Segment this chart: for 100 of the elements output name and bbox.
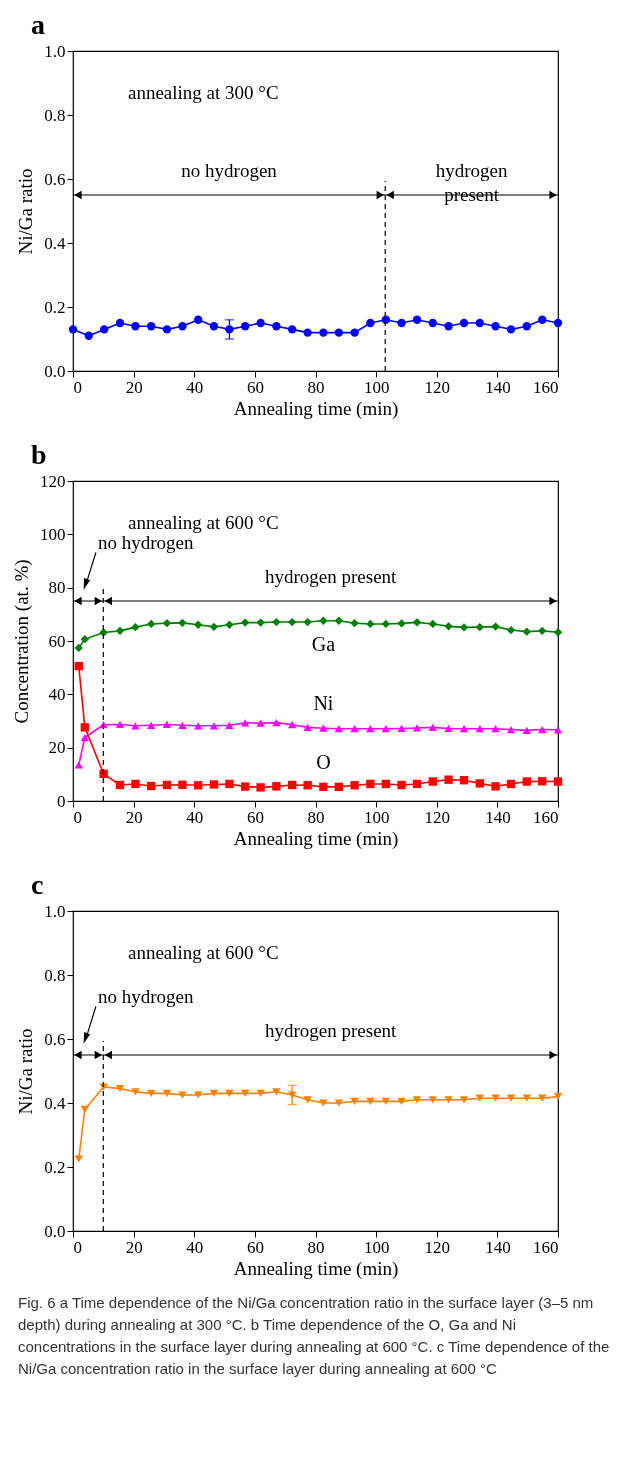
point: [131, 622, 140, 632]
point: [178, 721, 187, 729]
point: [240, 618, 250, 627]
point: [256, 783, 265, 792]
point: [412, 1096, 422, 1104]
point: [538, 1094, 547, 1102]
point: [522, 726, 531, 734]
caption: Fig. 6 a Time dependence of the Ni/Ga concentration ratio in the surface layer (3–5 nm depth) during annealing at 300 °C. b Time dependence of the O, Ga and Ni concentrations in the surface layer during annealing at 600 °C. c Time dependence of the Ni/Ga concentration ratio in the surface layer during annealing at 600 °C: [17, 1293, 611, 1379]
point: [538, 725, 547, 734]
point: [272, 1088, 281, 1096]
point: [115, 720, 125, 729]
x-axis-title: Annealing time (min): [233, 827, 399, 850]
point: [412, 724, 422, 732]
point: [240, 1089, 250, 1098]
point: [131, 722, 140, 730]
point: [74, 761, 83, 769]
point: [334, 1099, 344, 1107]
y-axis-title: Ni/Ga ratio: [15, 168, 37, 255]
point: [272, 322, 281, 331]
point: [475, 725, 484, 733]
point: [178, 780, 187, 789]
x-tick-label: 0: [73, 377, 82, 397]
point: [115, 626, 125, 636]
point: [147, 619, 156, 629]
point: [68, 325, 78, 334]
point: [366, 725, 375, 733]
point: [366, 1097, 375, 1106]
point: [80, 733, 89, 742]
point: [80, 723, 90, 732]
point: [428, 723, 437, 732]
point: [319, 328, 328, 337]
x-tick-label: 20: [125, 807, 143, 827]
point: [303, 723, 312, 732]
point: [538, 626, 547, 636]
y-tick-label: 0.4: [44, 233, 66, 253]
point: [194, 1091, 203, 1099]
y-tick-label: 0: [57, 791, 66, 811]
annotation: hydrogen present: [264, 566, 398, 587]
series-label: Ni: [313, 692, 334, 715]
point: [162, 720, 172, 729]
point: [147, 322, 156, 331]
point: [522, 777, 531, 786]
point: [194, 781, 203, 790]
point: [459, 623, 469, 632]
y-tick-label: 1.0: [44, 901, 66, 921]
point: [74, 661, 83, 671]
point: [272, 617, 281, 627]
y-tick-label: 80: [48, 578, 66, 598]
point: [178, 1091, 187, 1099]
x-tick-label: 140: [485, 1237, 511, 1257]
chart-title: b: [31, 439, 47, 470]
point: [381, 315, 391, 324]
point: [209, 780, 219, 789]
point: [428, 1096, 437, 1104]
y-tick-label: 100: [40, 524, 66, 544]
point: [366, 779, 375, 789]
point: [319, 782, 328, 792]
y-tick-label: 60: [48, 631, 66, 651]
point: [506, 625, 516, 635]
x-tick-label: 160: [533, 1237, 559, 1257]
point: [194, 620, 203, 629]
point: [506, 725, 516, 734]
point: [319, 1099, 328, 1107]
point: [209, 322, 219, 331]
point: [350, 328, 359, 337]
point: [381, 1097, 391, 1106]
point: [491, 725, 500, 733]
x-tick-label: 140: [485, 377, 511, 397]
point: [397, 619, 406, 628]
point: [444, 322, 453, 331]
y-tick-label: 1.0: [44, 41, 66, 61]
point: [287, 325, 297, 334]
x-tick-label: 120: [424, 377, 450, 397]
point: [225, 721, 234, 729]
x-tick-label: 160: [533, 377, 559, 397]
x-tick-label: 120: [424, 807, 450, 827]
point: [272, 782, 281, 791]
x-axis-title: Annealing time (min): [233, 397, 399, 420]
x-tick-label: 80: [307, 377, 325, 397]
point: [350, 725, 359, 733]
point: [444, 622, 453, 631]
point: [412, 618, 422, 627]
point: [428, 318, 437, 328]
x-tick-label: 40: [186, 377, 204, 397]
point: [287, 721, 297, 729]
point: [538, 777, 547, 786]
annotation: annealing at 600 °C: [128, 512, 279, 533]
point: [303, 328, 312, 337]
x-tick-label: 140: [485, 807, 511, 827]
y-tick-label: 120: [40, 471, 66, 491]
point: [256, 719, 265, 727]
y-tick-label: 0.0: [44, 1221, 66, 1241]
point: [459, 776, 469, 785]
chart-title: c: [31, 869, 44, 900]
x-tick-label: 100: [363, 807, 390, 827]
point: [412, 779, 422, 789]
annotation: annealing at 600 °C: [128, 942, 279, 963]
annotation: no hydrogen: [98, 532, 195, 553]
point: [350, 1097, 359, 1106]
point: [475, 779, 484, 788]
